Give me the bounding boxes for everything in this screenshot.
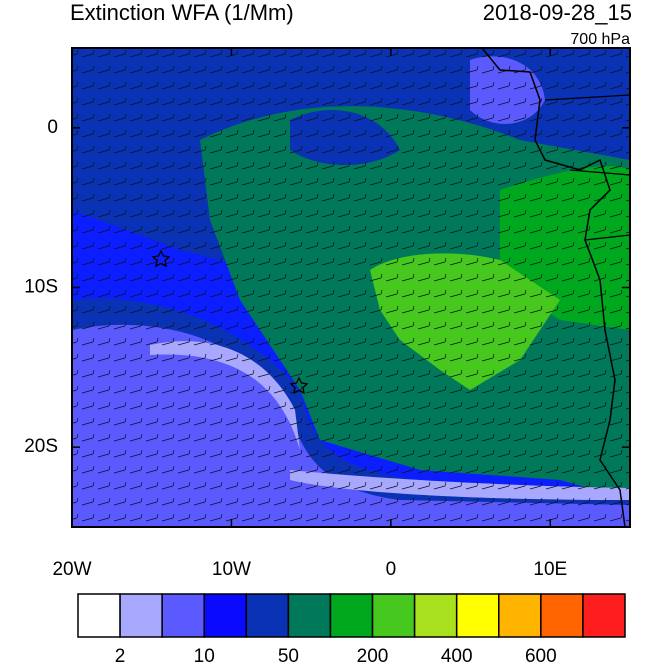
- y-tick-label: 10S: [24, 277, 58, 298]
- title: Extinction WFA (1/Mm): [70, 0, 294, 25]
- coastline: [481, 48, 626, 527]
- colorbar-label: 200: [357, 646, 389, 667]
- x-tick-label: 10W: [212, 559, 251, 580]
- colorbar-label: 400: [441, 646, 473, 667]
- colorbar-label: 2: [115, 646, 126, 667]
- colorbar-box: [329, 593, 374, 638]
- y-tick-label: 20S: [24, 436, 58, 457]
- colorbar-box: [540, 593, 584, 638]
- colorbar-box: [119, 593, 163, 638]
- colorbar-box: [77, 593, 121, 638]
- x-tick-label: 20W: [52, 559, 91, 580]
- field: [72, 48, 630, 527]
- colorbar-label: 600: [525, 646, 557, 667]
- site-marker: [151, 249, 171, 268]
- colorbar-box: [203, 593, 248, 638]
- colorbar-box: [161, 593, 205, 638]
- colorbar-box: [582, 593, 626, 638]
- y-tick-label: 0: [47, 117, 58, 138]
- colorbar-box: [455, 593, 500, 638]
- x-tick-label: 10E: [533, 559, 567, 580]
- colorbar-box: [498, 593, 542, 638]
- colorbar-box: [287, 593, 332, 638]
- x-tick-label: 0: [386, 559, 397, 580]
- colorbar-box: [245, 593, 290, 638]
- wind-barbs: [72, 48, 630, 527]
- colorbar-label: 10: [194, 646, 215, 667]
- border: [544, 94, 630, 241]
- colorbar-box: [413, 593, 458, 638]
- site-marker: [289, 376, 309, 395]
- colorbar-box: [371, 593, 416, 638]
- level-label: 700 hPa: [570, 31, 630, 48]
- colorbar-label: 50: [278, 646, 299, 667]
- time-label: 2018-09-28_15: [483, 0, 632, 25]
